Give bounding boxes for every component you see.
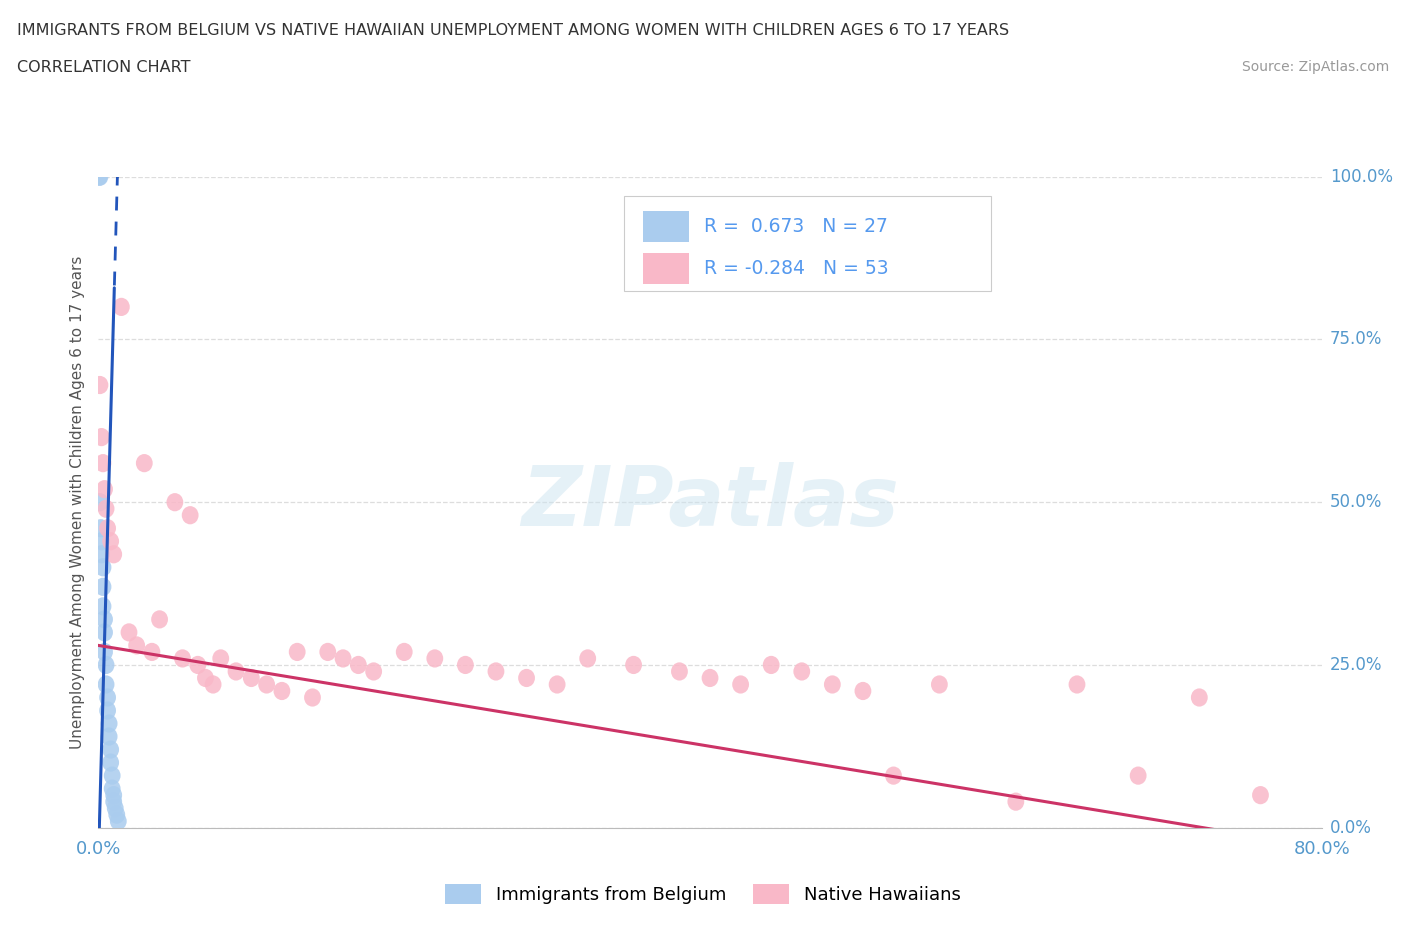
Legend: Immigrants from Belgium, Native Hawaiians: Immigrants from Belgium, Native Hawaiian… <box>439 876 967 911</box>
Text: 100.0%: 100.0% <box>1330 167 1393 186</box>
Bar <box>643 253 689 285</box>
Text: IMMIGRANTS FROM BELGIUM VS NATIVE HAWAIIAN UNEMPLOYMENT AMONG WOMEN WITH CHILDRE: IMMIGRANTS FROM BELGIUM VS NATIVE HAWAII… <box>17 23 1010 38</box>
Text: Source: ZipAtlas.com: Source: ZipAtlas.com <box>1241 60 1389 74</box>
Text: 50.0%: 50.0% <box>1330 493 1382 512</box>
Text: CORRELATION CHART: CORRELATION CHART <box>17 60 190 75</box>
Text: ZIPatlas: ZIPatlas <box>522 461 898 543</box>
Bar <box>643 210 689 242</box>
Text: 0.0%: 0.0% <box>1330 818 1372 837</box>
Text: 75.0%: 75.0% <box>1330 330 1382 349</box>
Text: R =  0.673   N = 27: R = 0.673 N = 27 <box>704 217 887 235</box>
FancyBboxPatch shape <box>624 196 991 291</box>
Y-axis label: Unemployment Among Women with Children Ages 6 to 17 years: Unemployment Among Women with Children A… <box>69 256 84 749</box>
Text: 25.0%: 25.0% <box>1330 656 1382 674</box>
Text: R = -0.284   N = 53: R = -0.284 N = 53 <box>704 259 889 278</box>
